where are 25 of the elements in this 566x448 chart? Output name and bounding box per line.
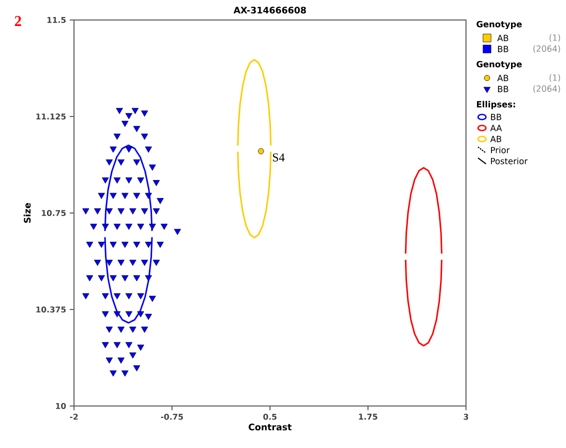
legend-label: BB (498, 86, 508, 92)
legend-label: AB (497, 74, 508, 82)
text: Genotype (476, 60, 522, 70)
text: AB (497, 34, 508, 42)
line-series (237, 151, 272, 238)
text: (1) (550, 34, 560, 42)
x-axis-title: Contrast (248, 424, 292, 430)
line-series (404, 166, 442, 254)
text: 2 (14, 16, 22, 26)
text: BB (498, 46, 508, 52)
y-axis-title: Size (24, 203, 31, 223)
text: (2064) (533, 85, 560, 93)
text: (2064) (533, 45, 560, 53)
line-series (237, 58, 272, 146)
line-series (404, 259, 442, 347)
text: Posterior (491, 158, 528, 164)
legend-title: Genotype (476, 20, 522, 30)
legend-label: AA (490, 124, 502, 132)
annotation: S4 (272, 153, 285, 162)
legend-label: BB (491, 114, 502, 120)
text: Ellipses: (476, 100, 516, 110)
text: Prior (491, 146, 510, 154)
chart-title: AX-314666608 (234, 6, 306, 14)
legend-label: AB (490, 136, 502, 142)
text: (1) (550, 74, 560, 82)
